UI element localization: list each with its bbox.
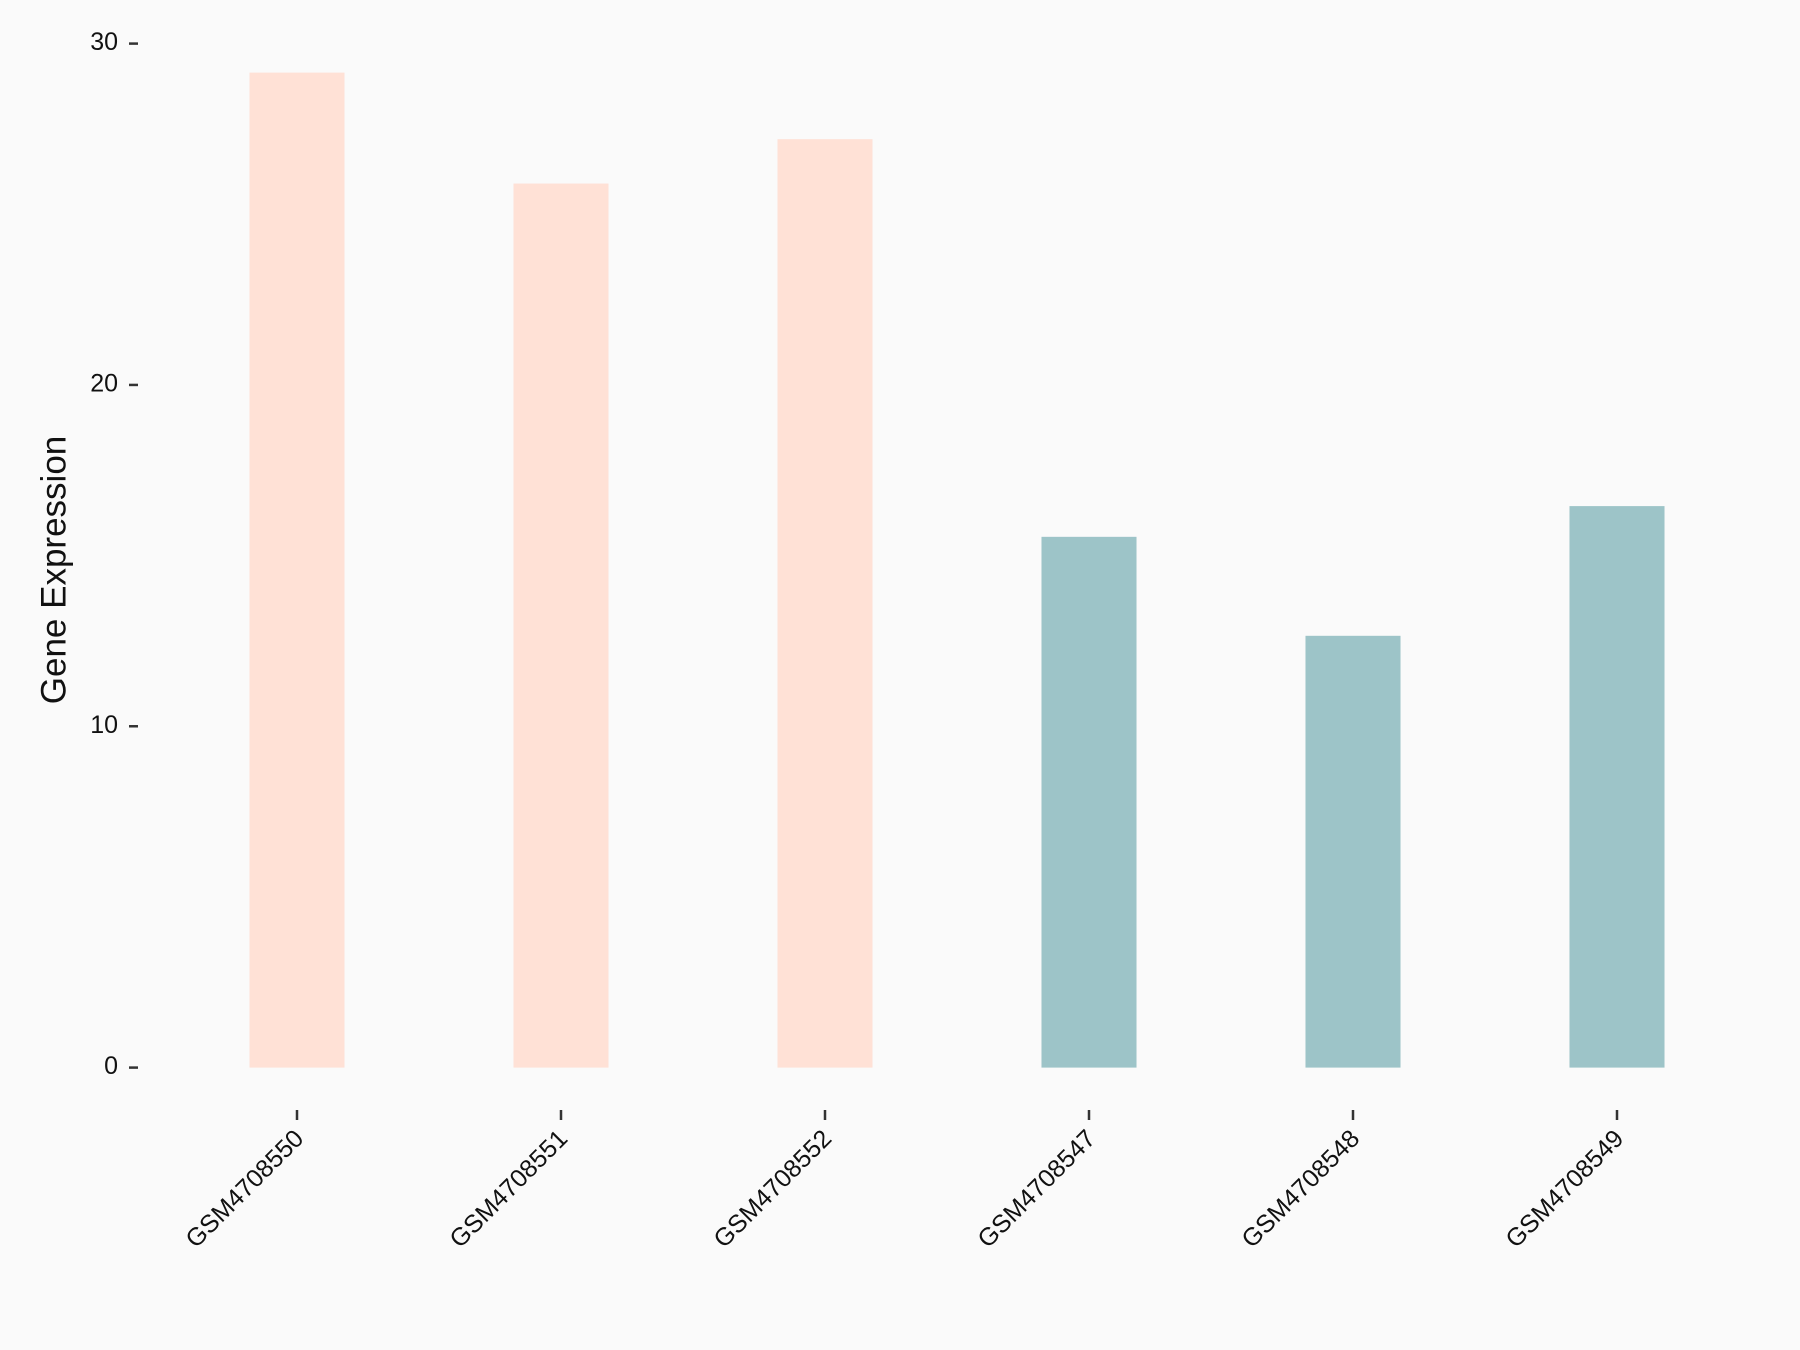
y-tick-label: 20 xyxy=(90,370,118,398)
bar xyxy=(1041,536,1137,1068)
y-tick-label: 30 xyxy=(90,28,118,56)
y-axis-label: Gene Expression xyxy=(34,436,73,704)
bar xyxy=(1569,506,1665,1068)
bar xyxy=(249,72,345,1068)
bar xyxy=(777,139,873,1068)
bar xyxy=(513,183,609,1068)
y-tick-label: 10 xyxy=(90,711,118,739)
bar xyxy=(1305,635,1401,1068)
y-tick-label: 0 xyxy=(104,1052,118,1080)
